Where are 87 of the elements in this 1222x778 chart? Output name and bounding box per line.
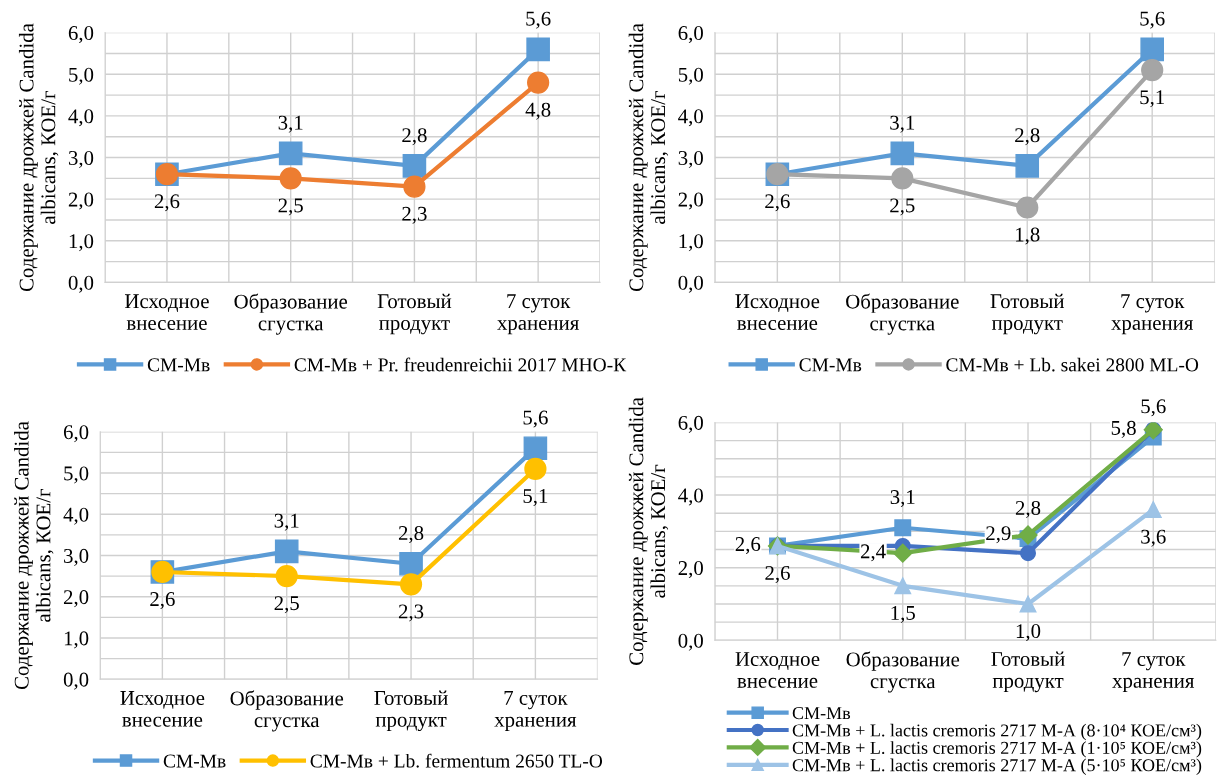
y-tick-label: 2,0 [68, 192, 94, 210]
y-tick-label: 2,0 [63, 590, 89, 608]
data-label: 3,1 [274, 513, 299, 531]
y-tick-label: 4,0 [678, 109, 703, 127]
legend-label: СМ-Мв + L. lactis cremoris 2717 М-А (5·10⁵ КОЕ/см³) [792, 758, 1202, 775]
data-label: 2,6 [150, 592, 175, 610]
x-tick-label: Образование сгустка [234, 293, 348, 335]
legend-label: СМ-Мв [163, 754, 226, 768]
y-tick-label: 2,0 [678, 561, 703, 579]
legend-label: СМ-Мв + L. lactis cremoris 2717 М-А (8·10⁴ КОЕ/см³) [792, 723, 1202, 741]
data-label: 2,5 [890, 198, 915, 216]
y-tick-label: 0,0 [63, 672, 89, 690]
y-tick-label: 6,0 [678, 26, 703, 44]
x-tick-label: Исходное внесение [735, 652, 820, 688]
y-tick-label: 6,0 [678, 415, 703, 433]
legend-label: СМ-Мв [799, 358, 862, 372]
x-tick-label: 7 суток хранения [1111, 294, 1193, 335]
legend-label: СМ-Мв + Lb. sakei 2800 ML-O [946, 357, 1199, 372]
data-label: 2,5 [278, 198, 303, 216]
legend-label: СМ-Мв [792, 707, 851, 720]
y-tick-label: 1,0 [679, 234, 703, 252]
data-label: 2,8 [1015, 500, 1041, 518]
data-label: 2,8 [398, 526, 424, 544]
data-label: 1,0 [1016, 624, 1041, 642]
x-tick-label: Исходное внесение [120, 691, 205, 727]
x-tick-label: Исходное внесение [735, 294, 820, 330]
data-label: 2,8 [402, 128, 427, 146]
data-label: 2,6 [154, 194, 180, 212]
x-tick-label: Образование сгустка [230, 690, 344, 732]
x-tick-label: Готовый продукт [991, 651, 1065, 693]
y-tick-label: 3,0 [678, 150, 703, 168]
data-label: 2,6 [735, 537, 761, 555]
y-tick-label: 4,0 [678, 488, 703, 506]
x-tick-label: Исходное внесение [124, 294, 209, 330]
y-axis-title: Содержание дрожжей Candida albicans, КОЕ/г [14, 421, 54, 690]
y-tick-label: 3,0 [68, 150, 94, 168]
data-label: 2,9 [986, 526, 1011, 544]
data-label: 2,6 [765, 566, 790, 583]
x-tick-label: Готовый продукт [374, 690, 448, 732]
data-label: 2,3 [402, 206, 427, 224]
data-label: 1,8 [1016, 227, 1040, 245]
y-tick-label: 2,0 [678, 192, 703, 210]
data-label: 5,6 [526, 11, 551, 29]
y-tick-label: 0,0 [678, 633, 703, 651]
data-label: 3,1 [890, 490, 915, 508]
data-label: 5,1 [1140, 90, 1164, 108]
data-label: 1,5 [891, 605, 915, 623]
y-tick-label: 5,0 [69, 67, 94, 85]
data-label: 5,6 [1141, 399, 1166, 417]
x-tick-label: Образование сгустка [846, 651, 960, 693]
y-tick-label: 0,0 [68, 275, 94, 293]
legend-label: СМ-Мв + Pr. freudenreichii 2017 МНО-К [294, 357, 627, 372]
data-label: 5,1 [523, 489, 548, 506]
y-tick-label: 6,0 [63, 425, 89, 443]
x-tick-label: Готовый продукт [377, 293, 452, 335]
y-tick-label: 4,0 [63, 507, 89, 525]
data-label: 4,8 [525, 102, 551, 120]
y-tick-label: 1,0 [64, 631, 89, 649]
x-tick-label: 7 суток хранения [494, 691, 577, 731]
x-tick-label: Готовый продукт [990, 293, 1065, 335]
y-tick-label: 4,0 [68, 109, 94, 127]
x-tick-label: 7 суток хранения [497, 294, 579, 335]
data-label: 3,1 [278, 115, 303, 133]
y-axis-title: Содержание дрожжей Candida albicans, КОЕ/г [18, 23, 59, 292]
y-axis-title: Содержание дрожжей Candida albicans, КОЕ/г [628, 23, 669, 292]
x-tick-label: Образование сгустка [846, 293, 959, 335]
y-axis-title: Содержание дрожжей Candida albicans, КОЕ/г [628, 397, 669, 665]
y-tick-label: 5,0 [678, 67, 703, 85]
data-label: 3,6 [1141, 529, 1166, 547]
data-label: 5,8 [1111, 420, 1136, 438]
data-label: 2,5 [274, 596, 299, 614]
data-label: 3,1 [890, 115, 915, 133]
data-label: 2,4 [860, 544, 886, 562]
y-tick-label: 0,0 [678, 275, 703, 293]
data-label: 2,3 [398, 604, 424, 622]
y-tick-label: 1,0 [69, 234, 94, 252]
y-tick-label: 5,0 [64, 466, 89, 484]
y-tick-label: 3,0 [64, 548, 89, 566]
data-label: 2,8 [1015, 128, 1040, 146]
x-tick-label: 7 суток хранения [1112, 652, 1195, 693]
data-label: 5,6 [1140, 11, 1165, 29]
legend-label: СМ-Мв + L. lactis cremoris 2717 М-А (1·10⁵ КОЕ/см³) [792, 741, 1202, 758]
y-tick-label: 6,0 [68, 26, 94, 44]
legend-label: СМ-Мв [147, 358, 210, 372]
legend-label: СМ-Мв + Lb. fermentum 2650 TL-O [310, 753, 603, 768]
data-label: 5,6 [523, 410, 548, 428]
data-label: 2,6 [765, 194, 790, 212]
